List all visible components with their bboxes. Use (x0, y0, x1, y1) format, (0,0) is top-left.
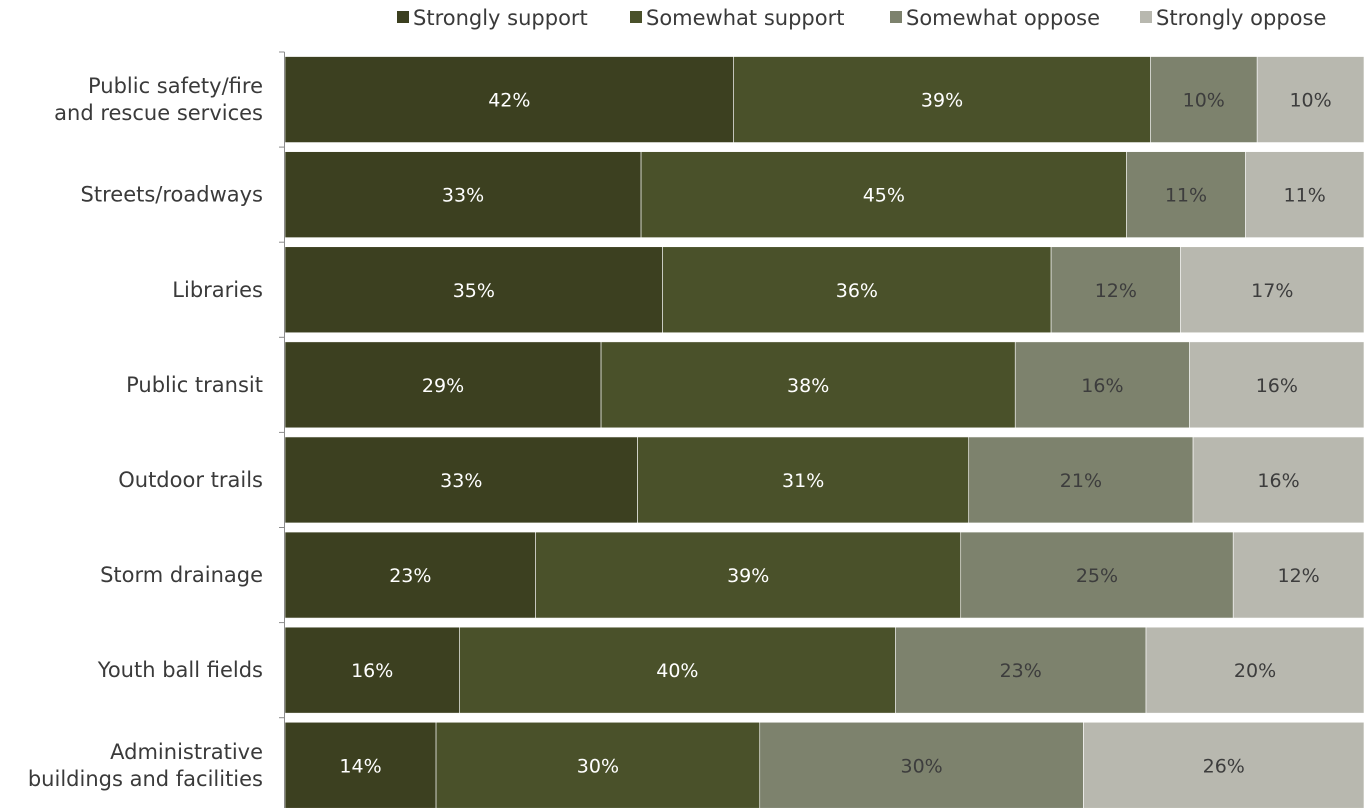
bar-segment-somewhat-support-storm-drainage (535, 531, 962, 619)
data-label-somewhat-support-youth-ball-fields: 40% (656, 660, 698, 682)
bar-segment-strongly-support-streets-roadways (284, 151, 642, 238)
data-label-somewhat-oppose-streets-roadways: 11% (1165, 185, 1207, 207)
bar-segment-strongly-oppose-storm-drainage (1232, 531, 1365, 619)
data-label-strongly-oppose-public-safety-fire-and-rescue-services: 10% (1289, 90, 1331, 112)
legend: Strongly support Somewhat support Somewhat… (397, 6, 1326, 30)
data-label-strongly-support-outdoor-trails: 33% (440, 470, 482, 492)
legend-label-strongly-oppose: Strongly oppose (1156, 6, 1326, 30)
category-label-streets-roadways: Streets/roadways (81, 183, 263, 207)
bar-segment-somewhat-oppose-public-safety-fire-and-rescue-services (1150, 56, 1258, 143)
bar-segment-somewhat-oppose-storm-drainage (960, 531, 1234, 619)
bar-segment-somewhat-support-streets-roadways (640, 151, 1127, 238)
category-axis (279, 51, 285, 808)
bar-segment-strongly-oppose-public-safety-fire-and-rescue-services (1256, 56, 1365, 143)
data-label-strongly-support-libraries: 35% (453, 280, 495, 302)
legend-swatch-somewhat-support (630, 11, 642, 23)
data-label-strongly-support-streets-roadways: 33% (442, 185, 484, 207)
bar-segment-strongly-support-public-transit (284, 341, 602, 429)
data-label-strongly-oppose-administrative-buildings-and-facilities: 26% (1203, 755, 1245, 777)
bar-segment-strongly-oppose-youth-ball-fields (1145, 626, 1365, 714)
data-label-strongly-support-public-safety-fire-and-rescue-services: 42% (488, 90, 530, 112)
bar-segment-strongly-oppose-public-transit (1189, 341, 1365, 429)
data-label-strongly-support-administrative-buildings-and-facilities: 14% (339, 755, 381, 777)
data-label-somewhat-oppose-outdoor-trails: 21% (1060, 470, 1102, 492)
data-label-somewhat-support-libraries: 36% (836, 280, 878, 302)
bar-segment-strongly-support-storm-drainage (284, 531, 536, 619)
category-label-public-transit: Public transit (126, 373, 263, 397)
bar-segment-somewhat-oppose-administrative-buildings-and-facilities (759, 721, 1084, 808)
bar-segment-somewhat-support-public-safety-fire-and-rescue-services (733, 56, 1151, 143)
data-label-strongly-support-storm-drainage: 23% (389, 565, 431, 587)
data-label-somewhat-oppose-administrative-buildings-and-facilities: 30% (900, 755, 942, 777)
bar-segment-strongly-support-public-safety-fire-and-rescue-services (284, 56, 734, 143)
bar-segment-somewhat-oppose-outdoor-trails (968, 436, 1194, 524)
bar-segment-strongly-oppose-libraries (1180, 246, 1365, 334)
legend-label-somewhat-support: Somewhat support (646, 6, 844, 30)
data-label-somewhat-support-streets-roadways: 45% (863, 185, 905, 207)
bar-segment-strongly-oppose-streets-roadways (1245, 151, 1365, 238)
data-label-somewhat-oppose-public-safety-fire-and-rescue-services: 10% (1183, 90, 1225, 112)
data-label-somewhat-support-administrative-buildings-and-facilities: 30% (577, 755, 619, 777)
bar-segment-somewhat-oppose-streets-roadways (1126, 151, 1246, 238)
bar-segment-strongly-oppose-administrative-buildings-and-facilities (1083, 721, 1365, 808)
category-label-administrative-buildings-and-facilities: Administrative buildings and facilities (28, 740, 263, 791)
legend-label-somewhat-oppose: Somewhat oppose (906, 6, 1100, 30)
data-label-somewhat-support-outdoor-trails: 31% (782, 470, 824, 492)
category-label-libraries: Libraries (172, 278, 263, 302)
bar-segment-somewhat-support-administrative-buildings-and-facilities (435, 721, 761, 808)
legend-swatch-strongly-support (397, 11, 409, 23)
bar-segment-somewhat-support-youth-ball-fields (459, 626, 896, 714)
data-label-strongly-support-public-transit: 29% (422, 375, 464, 397)
bar-segment-strongly-oppose-outdoor-trails (1192, 436, 1365, 524)
data-label-strongly-oppose-public-transit: 16% (1256, 375, 1298, 397)
data-label-strongly-oppose-libraries: 17% (1251, 280, 1293, 302)
bar-segment-strongly-support-outdoor-trails (284, 436, 638, 524)
bar-segment-somewhat-support-public-transit (600, 341, 1016, 429)
bar-segment-somewhat-oppose-youth-ball-fields (895, 626, 1147, 714)
bar-segment-strongly-support-youth-ball-fields (284, 626, 460, 714)
legend-swatch-strongly-oppose (1140, 11, 1152, 23)
category-label-youth-ball-fields: Youth ball fields (97, 658, 263, 682)
data-label-strongly-oppose-streets-roadways: 11% (1284, 185, 1326, 207)
data-label-somewhat-support-storm-drainage: 39% (727, 565, 769, 587)
bar-segment-strongly-support-administrative-buildings-and-facilities (284, 721, 437, 808)
data-label-strongly-oppose-outdoor-trails: 16% (1257, 470, 1299, 492)
category-label-storm-drainage: Storm drainage (100, 563, 263, 587)
data-label-strongly-oppose-youth-ball-fields: 20% (1234, 660, 1276, 682)
category-label-outdoor-trails: Outdoor trails (118, 468, 263, 492)
data-label-somewhat-support-public-transit: 38% (787, 375, 829, 397)
bar-segment-somewhat-support-libraries (662, 246, 1052, 334)
data-label-strongly-support-youth-ball-fields: 16% (351, 660, 393, 682)
bar-segment-somewhat-oppose-public-transit (1014, 341, 1190, 429)
data-label-somewhat-oppose-storm-drainage: 25% (1076, 565, 1118, 587)
bar-segment-somewhat-support-outdoor-trails (637, 436, 970, 524)
data-label-somewhat-support-public-safety-fire-and-rescue-services: 39% (921, 90, 963, 112)
data-label-somewhat-oppose-public-transit: 16% (1081, 375, 1123, 397)
category-label-public-safety-fire-and-rescue-services: Public safety/fire and rescue services (54, 74, 263, 125)
data-label-somewhat-oppose-libraries: 12% (1095, 280, 1137, 302)
data-label-somewhat-oppose-youth-ball-fields: 23% (1000, 660, 1042, 682)
category-labels: Public safety/fire and rescue services Str… (28, 74, 263, 791)
bars: 42% 39% 10% 10% 33% 45% 11% 11% 35% 36% 12% 17% 29% 3… (284, 56, 1365, 808)
data-label-strongly-oppose-storm-drainage: 12% (1277, 565, 1319, 587)
legend-label-strongly-support: Strongly support (413, 6, 588, 30)
legend-swatch-somewhat-oppose (890, 11, 902, 23)
